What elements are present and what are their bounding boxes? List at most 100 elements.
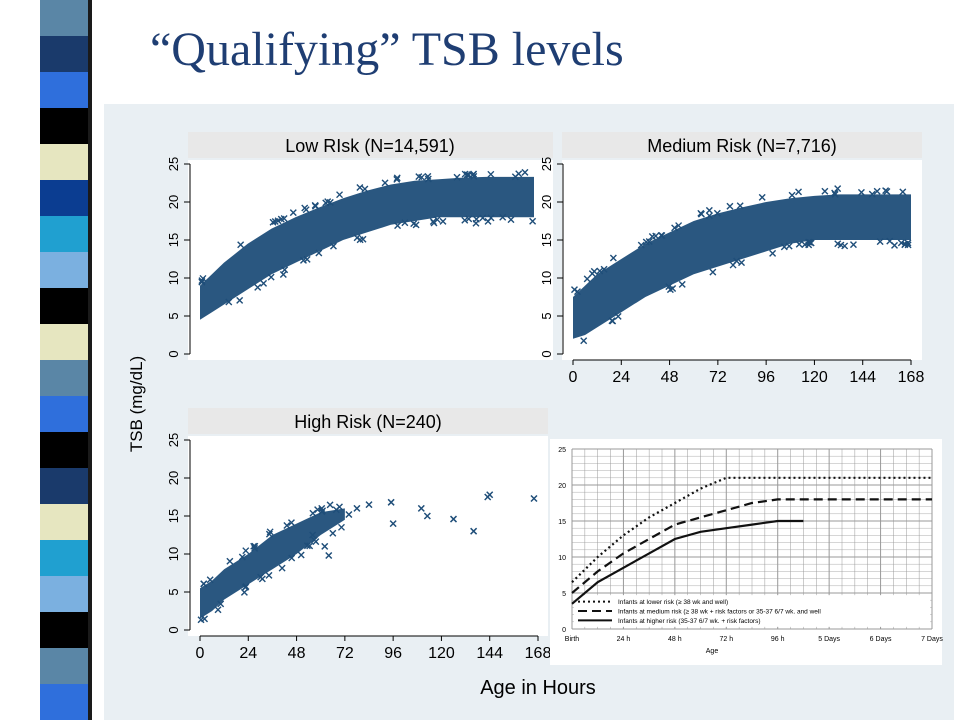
data-point <box>899 188 907 196</box>
data-point <box>470 172 478 180</box>
data-point <box>521 168 529 176</box>
data-point <box>487 170 495 178</box>
data-point <box>831 189 839 197</box>
data-point <box>254 283 262 291</box>
data-point <box>381 179 389 187</box>
data-point <box>433 216 441 224</box>
data-point <box>785 242 793 250</box>
y-tick-label: 0 <box>166 626 181 633</box>
data-point <box>365 501 373 509</box>
data-point <box>297 551 305 559</box>
data-point <box>326 501 334 509</box>
data-point <box>758 193 766 201</box>
data-point <box>260 279 268 287</box>
y-tick-label: 20 <box>166 195 181 209</box>
data-point <box>738 259 746 267</box>
data-point <box>337 523 345 531</box>
data-point <box>240 588 248 596</box>
x-tick-label: 168 <box>898 369 925 386</box>
x-tick-label: 96 h <box>771 636 785 643</box>
data-point <box>281 266 289 274</box>
data-point <box>675 222 683 230</box>
data-point <box>678 280 686 288</box>
stripe-segment <box>40 144 88 181</box>
data-point <box>671 224 679 232</box>
x-tick-label: Birth <box>565 636 580 643</box>
data-point <box>265 571 273 579</box>
data-point <box>237 241 245 249</box>
data-point <box>250 542 258 550</box>
data-point <box>269 218 277 226</box>
x-tick-label: 24 h <box>617 636 631 643</box>
stripe-segment <box>40 576 88 613</box>
data-point <box>729 261 737 269</box>
data-point <box>897 239 905 247</box>
series-line <box>571 498 932 594</box>
data-point <box>648 232 656 240</box>
y-tick-label: 5 <box>562 591 566 598</box>
data-point <box>529 217 537 225</box>
stripe-segment <box>40 108 88 145</box>
data-point <box>306 542 314 550</box>
y-tick-label: 25 <box>558 447 566 454</box>
nomogram-marks: 0 5 10 15 20 25 Birth 24 h 48 h 72 h 96 h 5 Days 6 D… <box>558 447 943 655</box>
data-point <box>642 238 650 246</box>
data-point <box>251 542 259 550</box>
data-point <box>609 254 617 262</box>
data-point <box>583 275 591 283</box>
series-line <box>571 519 804 605</box>
x-tick-label: 144 <box>849 369 876 386</box>
data-point <box>486 491 494 499</box>
data-point <box>609 317 617 325</box>
panel-low-title: Low RIsk (N=14,591) <box>285 136 455 156</box>
x-tick-label: 72 <box>709 369 727 386</box>
panel-medium-header <box>562 132 922 158</box>
data-point <box>303 255 311 263</box>
data-point <box>329 529 337 537</box>
data-point <box>225 298 233 306</box>
x-tick-label: 0 <box>196 645 205 662</box>
data-point <box>805 241 813 249</box>
data-point <box>271 218 279 226</box>
x-tick-label: 7 Days <box>921 636 943 643</box>
stripe-segment <box>40 216 88 253</box>
data-point <box>465 215 473 223</box>
data-cloud <box>200 176 534 320</box>
data-point <box>329 242 337 250</box>
data-point <box>857 188 865 196</box>
data-point <box>393 174 401 182</box>
data-point <box>287 519 295 527</box>
data-point <box>201 615 209 623</box>
data-point <box>439 217 447 225</box>
y-tick-label: 10 <box>166 547 181 561</box>
data-point <box>499 213 507 221</box>
x-tick-label: 96 <box>384 645 402 662</box>
x-tick-label: 144 <box>476 645 503 662</box>
data-point <box>226 557 234 565</box>
stripe-segment <box>40 288 88 325</box>
data-point <box>288 554 296 562</box>
data-point <box>321 542 329 550</box>
x-tick-label: 72 <box>336 645 354 662</box>
data-point <box>303 542 311 550</box>
x-tick-label: 96 <box>757 369 775 386</box>
data-point <box>236 296 244 304</box>
data-point <box>319 507 327 515</box>
data-point <box>600 265 608 273</box>
data-point <box>658 231 666 239</box>
data-point <box>614 312 622 320</box>
data-point <box>309 531 317 539</box>
data-point <box>401 219 409 227</box>
data-point <box>901 241 909 249</box>
data-point <box>277 215 285 223</box>
y-tick-label: 15 <box>166 233 181 247</box>
y-tick-label: 10 <box>539 271 554 285</box>
stripe-segment <box>40 72 88 109</box>
data-point <box>795 240 803 248</box>
data-point <box>315 249 323 257</box>
x-tick-label: 6 Days <box>870 636 892 643</box>
data-point <box>356 183 364 191</box>
panel-medium-title: Medium Risk (N=7,716) <box>647 136 837 156</box>
data-point <box>310 536 318 544</box>
stripe-segment <box>40 0 88 37</box>
